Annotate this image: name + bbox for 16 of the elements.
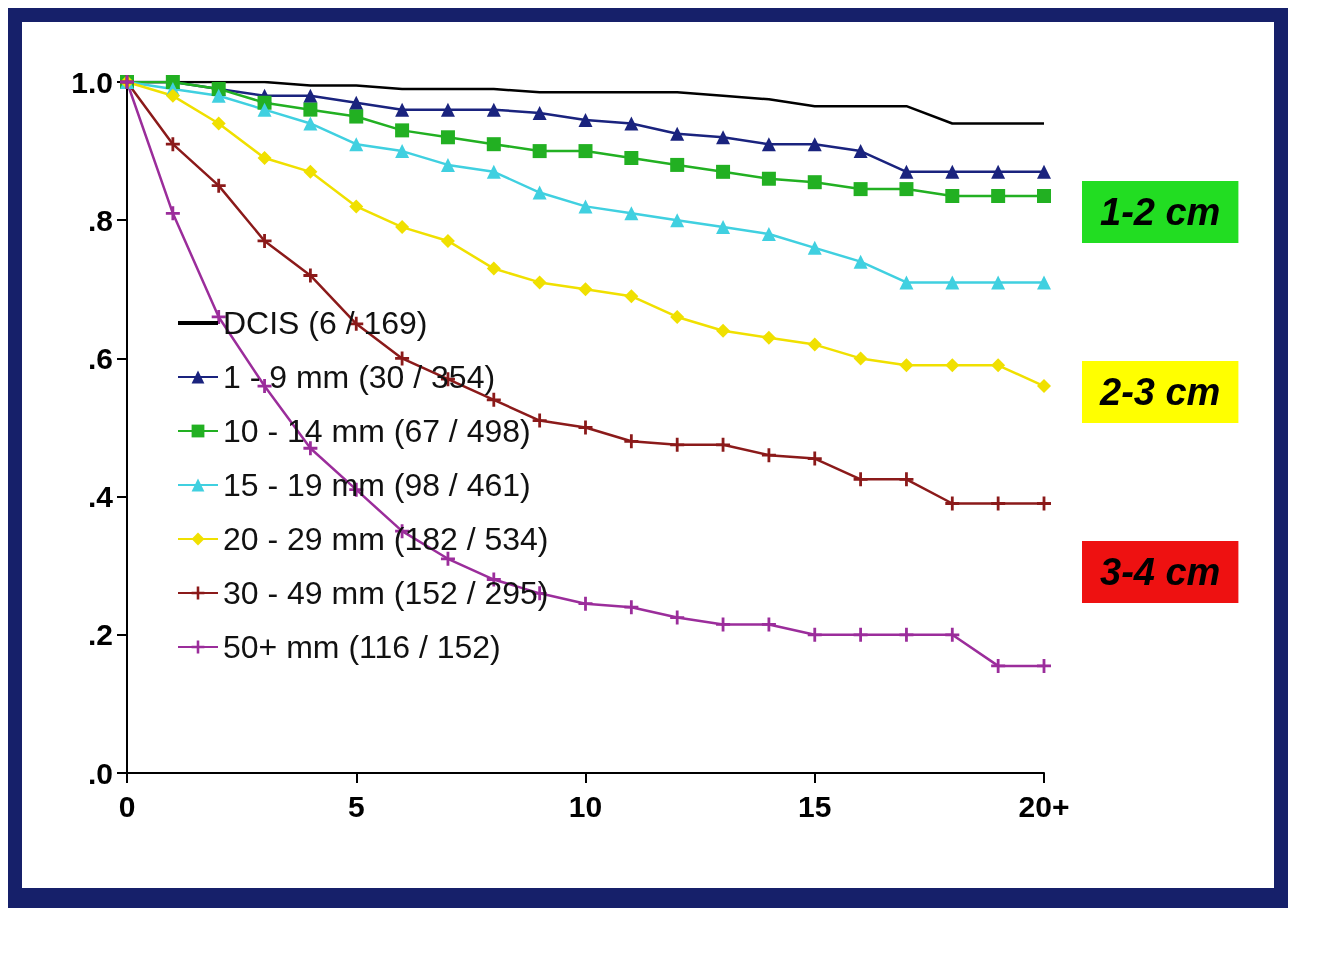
x-tick-label: 5 bbox=[347, 789, 365, 823]
x-tick-label: 10 bbox=[568, 789, 603, 823]
y-tick-label: .4 bbox=[87, 480, 114, 514]
x-tick-label: 0 bbox=[118, 789, 136, 823]
y-tick-label: 1.0 bbox=[71, 65, 113, 99]
text: 2-3 cm bbox=[1099, 371, 1221, 413]
text: 3-4 cm bbox=[1100, 551, 1221, 593]
x-tick-label: 20+ bbox=[1018, 789, 1070, 823]
y-tick-label: .6 bbox=[87, 341, 113, 375]
text: 1-2 cm bbox=[1100, 191, 1221, 233]
legend-label: 30 - 49 mm (152 / 295) bbox=[223, 575, 549, 611]
y-tick-label: .2 bbox=[87, 618, 113, 652]
x-tick-label: 15 bbox=[798, 789, 832, 823]
y-tick-label: .0 bbox=[87, 756, 113, 790]
y-tick-label: .8 bbox=[87, 203, 113, 237]
legend-label: 50+ mm (116 / 152) bbox=[223, 629, 501, 665]
